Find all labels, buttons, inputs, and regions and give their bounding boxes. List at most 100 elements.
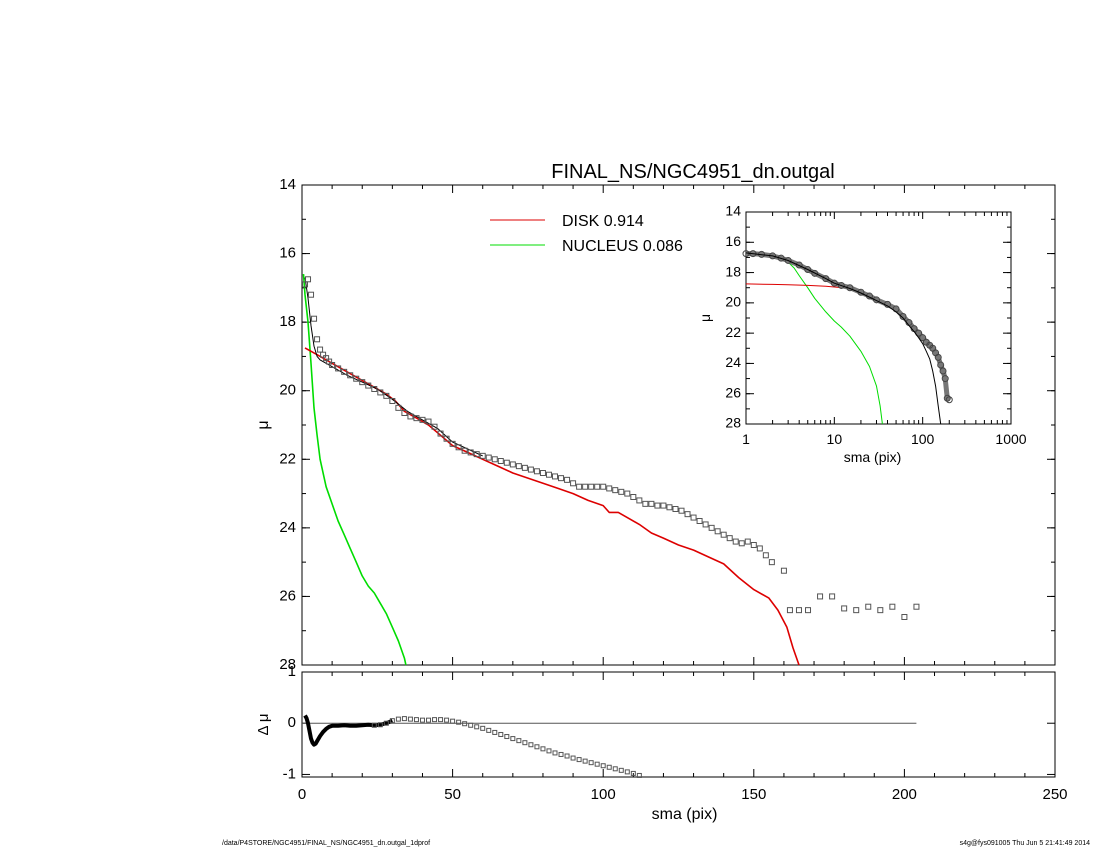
residual-point <box>401 716 407 722</box>
main-ytick-label: 16 <box>279 245 296 262</box>
residual-point <box>582 758 588 764</box>
data-point <box>335 365 342 372</box>
residual-point <box>480 725 486 731</box>
data-point <box>539 470 546 476</box>
disk-curve <box>304 347 800 666</box>
inset-ytick-label: 22 <box>725 324 741 340</box>
data-point <box>395 404 402 411</box>
residual-inner-curve <box>303 714 394 747</box>
residual-point <box>450 718 456 724</box>
main-ytick-label: 18 <box>279 313 296 330</box>
residual-point <box>383 720 389 726</box>
inset-x-axis-label: sma (pix) <box>844 449 902 465</box>
data-point <box>479 452 486 459</box>
data-point <box>545 471 552 478</box>
inset-model-curve <box>745 252 942 425</box>
residual-point <box>540 746 546 752</box>
data-point <box>708 524 715 531</box>
data-point <box>690 514 697 521</box>
inset-data-point <box>804 266 812 274</box>
residual-point <box>618 767 624 773</box>
inset-data-point <box>941 375 949 383</box>
inset-ytick-label: 28 <box>725 415 741 431</box>
residual-point <box>474 724 480 730</box>
inset-xtick-label: 10 <box>827 431 843 447</box>
chart-title: FINAL_NS/NGC4951_dn.outgal <box>551 161 835 183</box>
inset-data-point <box>899 312 907 320</box>
inset-log-panel: 14 16 18 20 22 24 26 281 10 100 1000 μ sma (pix) <box>697 203 1027 465</box>
data-point <box>648 500 655 507</box>
data-point <box>425 418 432 425</box>
data-point <box>323 355 330 362</box>
inset-data-point <box>943 394 951 402</box>
residual-ytick-label: 1 <box>288 663 296 680</box>
main-ytick-label: 28 <box>279 656 296 673</box>
data-point <box>509 461 516 468</box>
data-point <box>780 567 787 574</box>
residual-point <box>630 770 636 776</box>
main-ytick-label: 14 <box>279 176 296 193</box>
data-point <box>702 521 709 528</box>
residual-xtick-label: 150 <box>741 786 766 803</box>
data-point <box>756 545 763 552</box>
data-point <box>515 463 522 470</box>
inset-data-point <box>830 279 838 287</box>
data-point <box>612 487 619 494</box>
inset-xtick-label: 100 <box>911 431 935 447</box>
inset-data-point <box>837 281 845 289</box>
data-point <box>750 542 757 548</box>
residual-point <box>576 757 582 763</box>
inset-data-point <box>795 261 803 269</box>
data-point <box>582 483 589 490</box>
residual-xtick-label: 200 <box>892 786 917 803</box>
residual-xtick-label: 0 <box>298 786 306 803</box>
residual-point <box>504 734 510 740</box>
data-point <box>407 413 414 420</box>
inset-ytick-label: 26 <box>725 384 741 400</box>
residual-point <box>438 717 444 723</box>
inset-data-point <box>934 353 942 361</box>
residual-point <box>432 717 438 723</box>
data-point <box>600 483 607 490</box>
data-point <box>642 500 649 507</box>
data-point <box>419 416 426 423</box>
data-point <box>678 507 685 514</box>
data-point <box>732 538 739 545</box>
data-point <box>326 358 333 365</box>
data-point <box>533 468 540 475</box>
residual-point <box>570 755 576 761</box>
residual-point <box>371 722 377 728</box>
data-point <box>320 351 327 358</box>
residual-point <box>426 717 432 723</box>
legend-label-nucleus: NUCLEUS 0.086 <box>562 238 683 255</box>
x-axis-label: sma (pix) <box>652 806 718 823</box>
data-point <box>455 444 462 451</box>
nucleus-curve <box>302 274 407 666</box>
residual-point <box>552 750 558 756</box>
residual-point <box>522 740 528 746</box>
data-point <box>552 473 559 480</box>
data-point <box>449 440 456 447</box>
main-ytick-label: 22 <box>279 450 296 467</box>
residual-y-axis-label: Δ μ <box>255 713 272 735</box>
inset-ytick-label: 14 <box>725 203 741 219</box>
data-point <box>624 490 631 497</box>
inset-data-point <box>945 396 953 404</box>
data-point <box>744 538 751 545</box>
data-point <box>317 346 324 353</box>
data-point <box>413 415 420 422</box>
data-point <box>654 502 661 509</box>
data-point <box>853 607 860 614</box>
legend: DISK 0.914 NUCLEUS 0.086 <box>490 213 683 255</box>
data-point <box>660 502 667 509</box>
residual-point <box>516 738 522 744</box>
data-point <box>726 535 733 542</box>
data-point <box>913 603 920 610</box>
residual-point <box>444 717 450 723</box>
data-point <box>527 466 534 473</box>
data-point <box>829 593 836 600</box>
inset-data-point <box>777 254 785 262</box>
data-point <box>437 430 444 437</box>
residual-point <box>486 727 492 733</box>
